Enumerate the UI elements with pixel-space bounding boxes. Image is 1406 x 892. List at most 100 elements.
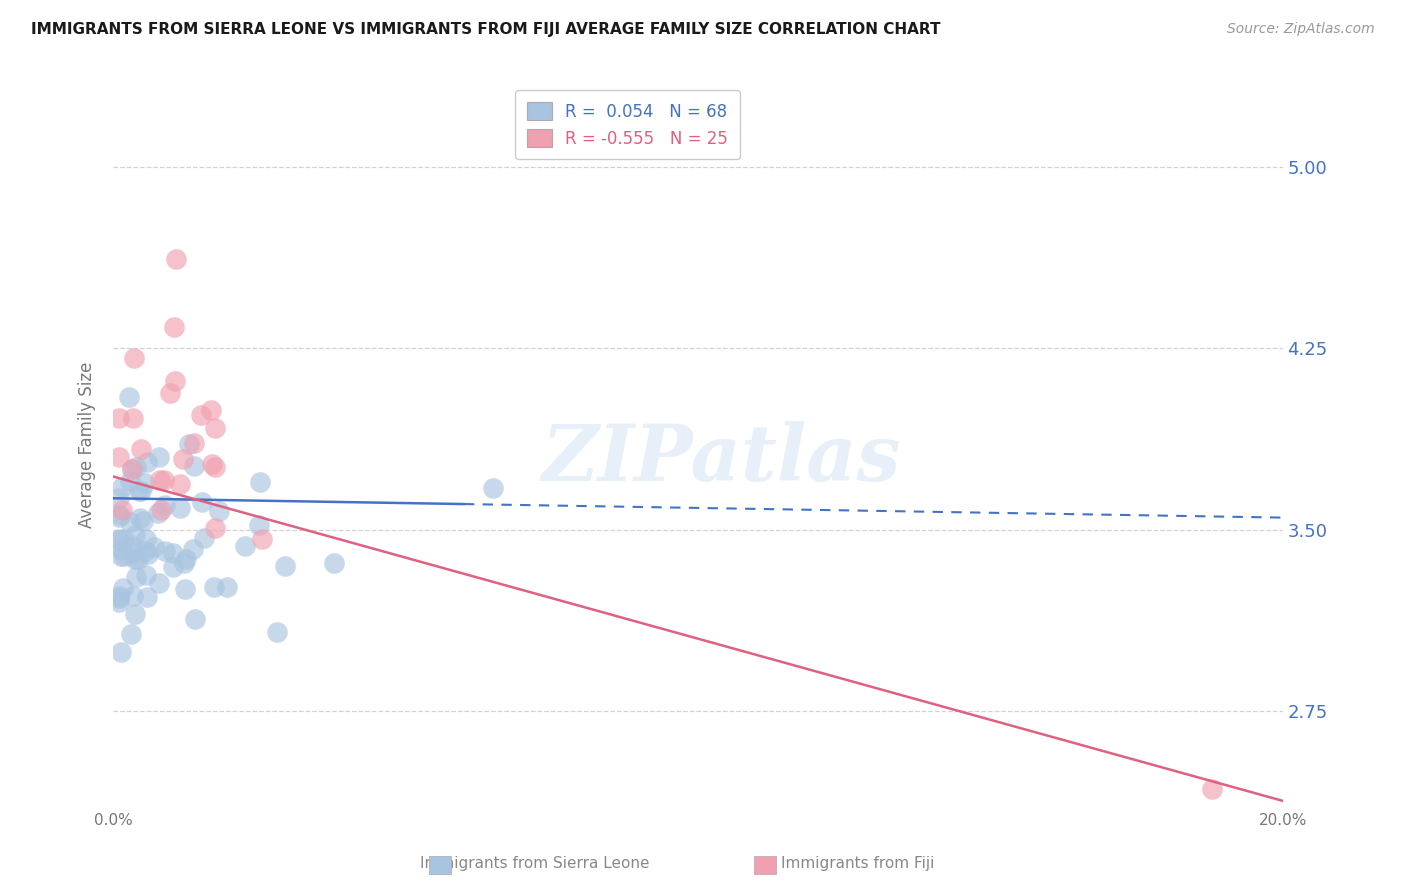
Point	[250, 532, 273, 546]
Legend: R =  0.054   N = 68, R = -0.555   N = 25: R = 0.054 N = 68, R = -0.555 N = 25	[516, 90, 740, 160]
Point	[107, 410, 129, 425]
Point	[128, 510, 150, 524]
Point	[111, 581, 134, 595]
Point	[181, 542, 204, 557]
Point	[202, 580, 225, 594]
Point	[148, 450, 170, 465]
Y-axis label: Average Family Size: Average Family Size	[79, 362, 96, 528]
Point	[163, 319, 186, 334]
Point	[107, 591, 129, 606]
Point	[124, 351, 146, 366]
Point	[233, 539, 256, 553]
Point	[176, 552, 198, 566]
Point	[128, 483, 150, 498]
Text: Immigrants from Fiji: Immigrants from Fiji	[780, 855, 935, 871]
Point	[134, 544, 156, 558]
Point	[107, 589, 129, 603]
Point	[108, 508, 131, 523]
Point	[121, 461, 143, 475]
Point	[204, 420, 226, 434]
Point	[124, 607, 146, 621]
Point	[183, 435, 205, 450]
Point	[162, 546, 184, 560]
Point	[120, 515, 142, 529]
Point	[136, 547, 159, 561]
Point	[112, 549, 135, 563]
Point	[122, 546, 145, 560]
Point	[191, 495, 214, 509]
Point	[111, 543, 134, 558]
Point	[322, 556, 344, 570]
Point	[111, 503, 134, 517]
Point	[162, 560, 184, 574]
Point	[136, 455, 159, 469]
Point	[136, 590, 159, 604]
Point	[153, 498, 176, 512]
Point	[129, 442, 152, 457]
Point	[125, 569, 148, 583]
Point	[107, 594, 129, 608]
Point	[107, 509, 129, 524]
Point	[122, 411, 145, 425]
Point	[148, 576, 170, 591]
Point	[249, 475, 271, 489]
Point	[179, 436, 201, 450]
Point	[266, 624, 288, 639]
Point	[120, 475, 142, 489]
Point	[134, 476, 156, 491]
Point	[124, 527, 146, 541]
Point	[163, 374, 186, 388]
Point	[204, 521, 226, 535]
Point	[149, 473, 172, 487]
Point	[118, 390, 141, 404]
Point	[110, 645, 132, 659]
Point	[135, 532, 157, 546]
Point	[215, 580, 238, 594]
Point	[173, 556, 195, 570]
Point	[169, 477, 191, 491]
Point	[124, 552, 146, 566]
Point	[1201, 781, 1223, 796]
Point	[110, 549, 132, 563]
Point	[107, 532, 129, 546]
Point	[112, 532, 135, 546]
Point	[153, 544, 176, 558]
Point	[153, 473, 176, 487]
Point	[208, 504, 231, 518]
Point	[131, 484, 153, 499]
Point	[111, 480, 134, 494]
Point	[247, 517, 270, 532]
Point	[135, 568, 157, 582]
Point	[165, 252, 187, 266]
Point	[122, 589, 145, 603]
Text: Immigrants from Sierra Leone: Immigrants from Sierra Leone	[419, 855, 650, 871]
Point	[274, 559, 297, 574]
Point	[174, 582, 197, 596]
Point	[184, 612, 207, 626]
Point	[107, 450, 129, 464]
Point	[107, 491, 129, 505]
Point	[150, 502, 173, 516]
Point	[190, 408, 212, 422]
Text: IMMIGRANTS FROM SIERRA LEONE VS IMMIGRANTS FROM FIJI AVERAGE FAMILY SIZE CORRELA: IMMIGRANTS FROM SIERRA LEONE VS IMMIGRAN…	[31, 22, 941, 37]
Point	[127, 551, 149, 566]
Point	[132, 514, 155, 528]
Point	[125, 460, 148, 475]
Point	[193, 531, 215, 545]
Point	[204, 460, 226, 475]
Point	[159, 386, 181, 401]
Point	[121, 461, 143, 475]
Point	[183, 458, 205, 473]
Point	[121, 539, 143, 553]
Text: ZIPatlas: ZIPatlas	[541, 421, 901, 498]
Point	[200, 403, 222, 417]
Text: Source: ZipAtlas.com: Source: ZipAtlas.com	[1227, 22, 1375, 37]
Point	[482, 481, 505, 495]
Point	[172, 452, 194, 467]
Point	[143, 541, 166, 555]
Point	[148, 506, 170, 520]
Point	[201, 457, 224, 471]
Point	[107, 533, 129, 547]
Point	[169, 501, 191, 516]
Point	[120, 627, 142, 641]
